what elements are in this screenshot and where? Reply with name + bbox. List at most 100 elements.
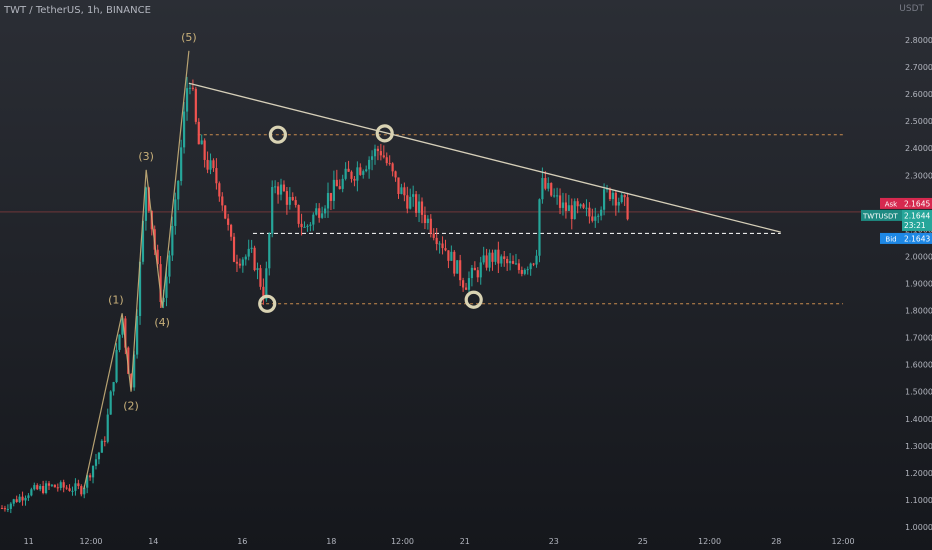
candle-up (538, 199, 541, 256)
candle-up (241, 259, 244, 266)
candle-down (391, 163, 394, 172)
time-tick-label: 18 (326, 537, 336, 546)
candle-down (497, 249, 500, 264)
candle-down (0, 508, 4, 510)
candle-up (141, 220, 145, 262)
candle-down (588, 207, 591, 217)
candle-down (444, 248, 447, 251)
candle-up (133, 354, 136, 388)
candle-down (253, 247, 256, 271)
candle-up (44, 483, 48, 494)
candle-up (6, 508, 9, 510)
candle-up (30, 489, 33, 496)
candle-down (485, 255, 488, 268)
candle-down (215, 168, 218, 184)
wave-label: (2) (123, 400, 139, 413)
candle-down (462, 280, 465, 288)
candle-up (617, 201, 620, 206)
candle-up (274, 186, 277, 188)
candle-down (394, 171, 397, 178)
price-tick-label: 1.4000 (905, 415, 932, 424)
candle-down (415, 194, 418, 213)
time-tick-label: 11 (24, 537, 34, 546)
candle-up (91, 465, 95, 478)
candle-up (426, 218, 429, 224)
time-tick-label: 12:00 (391, 537, 414, 546)
price-tick-label: 2.0000 (905, 252, 932, 261)
price-tick-label: 2.5000 (905, 117, 932, 126)
candle-up (579, 204, 582, 207)
candle-down (206, 159, 209, 170)
candle-down (473, 267, 476, 271)
candle-down (127, 347, 130, 374)
candle-down (103, 440, 106, 442)
candle-up (523, 269, 526, 274)
candle-down (614, 192, 617, 206)
candle-up (209, 160, 212, 170)
time-tick-label: 12:00 (832, 537, 855, 546)
candle-down (350, 171, 353, 179)
candle-down (403, 187, 406, 196)
candle-down (376, 148, 380, 152)
pivot-marker-circle (464, 290, 483, 309)
candle-down (441, 243, 444, 249)
bid-label-tag (880, 232, 902, 244)
candle-down (68, 488, 71, 491)
candle-down (420, 201, 424, 215)
candle-up (567, 205, 570, 211)
candle-down (517, 263, 521, 271)
candle-up (247, 248, 250, 257)
candle-up (71, 490, 74, 492)
candle-down (3, 508, 7, 510)
candle-up (365, 169, 368, 172)
candle-down (511, 261, 515, 264)
candle-down (582, 204, 585, 208)
candle-up (33, 485, 36, 490)
candle-down (147, 187, 150, 211)
candle-down (506, 258, 509, 264)
time-tick-label: 16 (237, 537, 247, 546)
candle-up (344, 168, 347, 179)
candle-up (50, 484, 54, 486)
candle-up (370, 156, 374, 160)
candle-down (558, 195, 562, 208)
price-axis: 2.80002.70002.60002.50002.40002.30002.20… (905, 36, 932, 532)
price-tick-label: 2.7000 (905, 63, 932, 72)
chart-header-title: TWT / TetherUS, 1h, BINANCE (4, 5, 151, 16)
candle-up (602, 189, 606, 210)
candle-up (136, 315, 139, 355)
candle-up (115, 349, 118, 383)
candle-down (218, 183, 221, 197)
candle-up (438, 243, 441, 245)
candle-down (259, 268, 262, 287)
candle-up (500, 256, 503, 264)
candle-down (570, 205, 573, 220)
candle-up (174, 199, 177, 226)
candle-down (191, 87, 195, 89)
symbol-label: TWTUSDT (862, 212, 898, 220)
time-tick-label: 21 (460, 537, 470, 546)
symbol-tag (861, 209, 902, 221)
candle-down (229, 224, 233, 237)
candle-up (303, 226, 306, 228)
candle-up (306, 225, 309, 227)
candle-down (608, 188, 612, 200)
candle-up (118, 334, 121, 350)
candle-down (576, 201, 579, 207)
candle-down (503, 256, 506, 259)
candle-up (482, 255, 485, 263)
candle-up (39, 486, 42, 490)
candle-up (244, 256, 247, 260)
candle-down (318, 208, 321, 218)
candle-up (594, 216, 597, 221)
ask-value-tag (902, 197, 932, 209)
candle-down (62, 482, 65, 488)
candle-up (597, 215, 600, 217)
candle-up (494, 249, 497, 262)
candle-up (488, 252, 491, 268)
candle-down (21, 496, 24, 501)
price-axis-currency: USDT (899, 4, 924, 14)
candle-up (182, 111, 186, 148)
candle-up (467, 278, 471, 290)
